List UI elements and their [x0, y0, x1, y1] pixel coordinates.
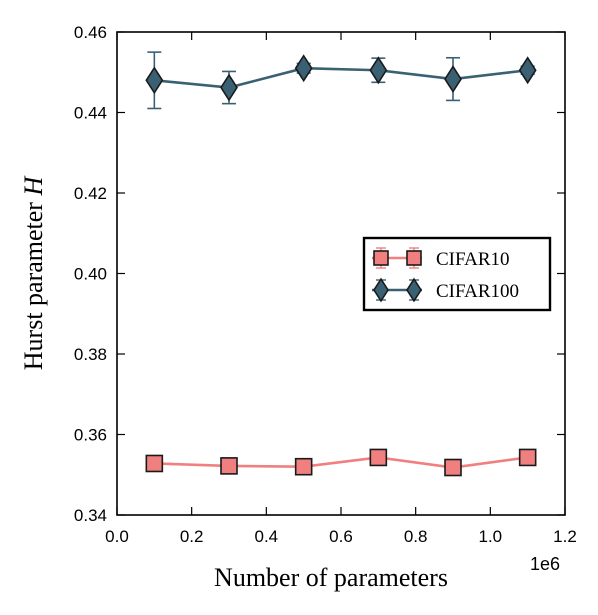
x-tick-label: 0.8 — [404, 527, 428, 546]
series-line — [154, 66, 528, 89]
legend-label: CIFAR10 — [436, 249, 510, 270]
series-line — [154, 456, 528, 469]
data-point-cifar100-5 — [518, 56, 537, 85]
data-point-cifar10-2 — [294, 457, 313, 476]
series-cifar100 — [145, 51, 537, 110]
x-tick-label: 0.2 — [180, 527, 204, 546]
y-axis-label-symbol: H — [19, 176, 48, 197]
data-point-cifar100-2 — [294, 54, 313, 83]
y-tick-label: 0.44 — [74, 104, 107, 123]
x-tick-label: 0.0 — [105, 527, 129, 546]
legend-marker — [406, 277, 422, 303]
data-point-cifar10-5 — [518, 448, 537, 467]
y-tick-label: 0.34 — [74, 506, 107, 525]
legend-marker — [373, 277, 389, 303]
data-point-cifar10-3 — [369, 448, 388, 467]
legend-item-cifar100: CIFAR100 — [372, 277, 519, 303]
data-point-cifar100-1 — [220, 73, 238, 102]
x-offset-label: 1e6 — [530, 554, 560, 574]
axes-layer: 0.0 0.2 0.4 0.6 0.8 1.0 1.2 0.34 0.36 0.38 0.40 0.4… — [19, 23, 577, 592]
x-tick-label: 0.6 — [329, 527, 353, 546]
data-point-cifar100-4 — [444, 65, 462, 94]
y-tick-label: 0.46 — [74, 23, 107, 42]
legend-label: CIFAR100 — [436, 281, 519, 302]
y-tick-label: 0.38 — [74, 345, 107, 364]
legend-item-cifar10: CIFAR10 — [372, 247, 510, 270]
legend: CIFAR10 CIFAR100 — [362, 236, 552, 312]
plot-layer — [145, 51, 537, 477]
series-cifar10 — [145, 448, 537, 477]
legend-marker — [373, 250, 389, 266]
y-axis-label: Hurst parameter H — [19, 176, 48, 371]
x-tick-label: 1.0 — [479, 527, 503, 546]
data-point-cifar100-0 — [145, 66, 164, 95]
data-point-cifar10-4 — [444, 458, 462, 477]
data-point-cifar10-0 — [145, 454, 164, 473]
x-axis-label: Number of parameters — [214, 563, 448, 592]
y-axis-label-text: Hurst parameter — [19, 196, 48, 371]
x-tick-label: 1.2 — [553, 527, 577, 546]
x-tick-label: 0.4 — [255, 527, 279, 546]
legend-marker — [406, 250, 422, 266]
legend-box — [362, 236, 552, 312]
y-tick-label: 0.40 — [74, 265, 107, 284]
y-tick-label: 0.42 — [74, 184, 107, 203]
data-point-cifar100-3 — [369, 56, 388, 85]
y-tick-label: 0.36 — [74, 426, 107, 445]
data-point-cifar10-1 — [220, 457, 238, 475]
